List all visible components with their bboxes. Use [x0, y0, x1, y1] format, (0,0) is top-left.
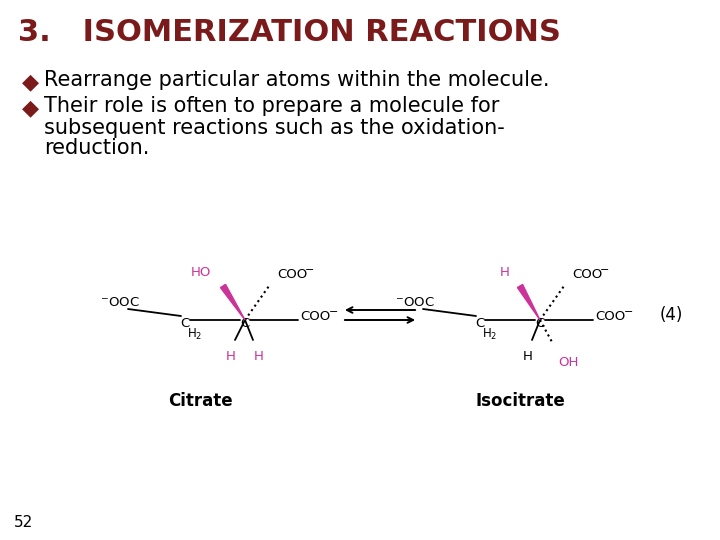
Text: −: − [600, 265, 609, 275]
Text: H: H [254, 350, 264, 363]
Polygon shape [220, 285, 245, 320]
Text: subsequent reactions such as the oxidation-: subsequent reactions such as the oxidati… [44, 118, 505, 138]
Text: C: C [475, 317, 485, 330]
Text: Isocitrate: Isocitrate [475, 392, 565, 410]
Text: H$_2$: H$_2$ [482, 327, 498, 342]
Text: C: C [536, 317, 544, 330]
Text: (4): (4) [660, 306, 683, 324]
Text: −: − [305, 265, 315, 275]
Text: HO: HO [191, 266, 211, 279]
Text: $^{-}$OOC: $^{-}$OOC [100, 296, 140, 309]
Text: H: H [523, 350, 533, 363]
Text: 52: 52 [14, 515, 33, 530]
Text: 3.   ISOMERIZATION REACTIONS: 3. ISOMERIZATION REACTIONS [18, 18, 561, 47]
Text: ◆: ◆ [22, 72, 39, 92]
Text: reduction.: reduction. [44, 138, 149, 158]
Text: H: H [500, 266, 510, 279]
Text: C: C [240, 317, 250, 330]
Text: COO: COO [595, 310, 625, 323]
Text: COO: COO [277, 267, 307, 280]
Text: COO: COO [572, 267, 602, 280]
Text: H: H [226, 350, 236, 363]
Text: Their role is often to prepare a molecule for: Their role is often to prepare a molecul… [44, 96, 500, 116]
Text: −: − [624, 307, 634, 317]
Text: ◆: ◆ [22, 98, 39, 118]
Text: $^{-}$OOC: $^{-}$OOC [395, 296, 435, 309]
Text: OH: OH [558, 356, 578, 369]
Text: −: − [329, 307, 338, 317]
Text: C: C [181, 317, 189, 330]
Polygon shape [518, 285, 540, 320]
Text: COO: COO [300, 310, 330, 323]
Text: Rearrange particular atoms within the molecule.: Rearrange particular atoms within the mo… [44, 70, 549, 90]
Text: H$_2$: H$_2$ [187, 327, 202, 342]
Text: Citrate: Citrate [168, 392, 233, 410]
